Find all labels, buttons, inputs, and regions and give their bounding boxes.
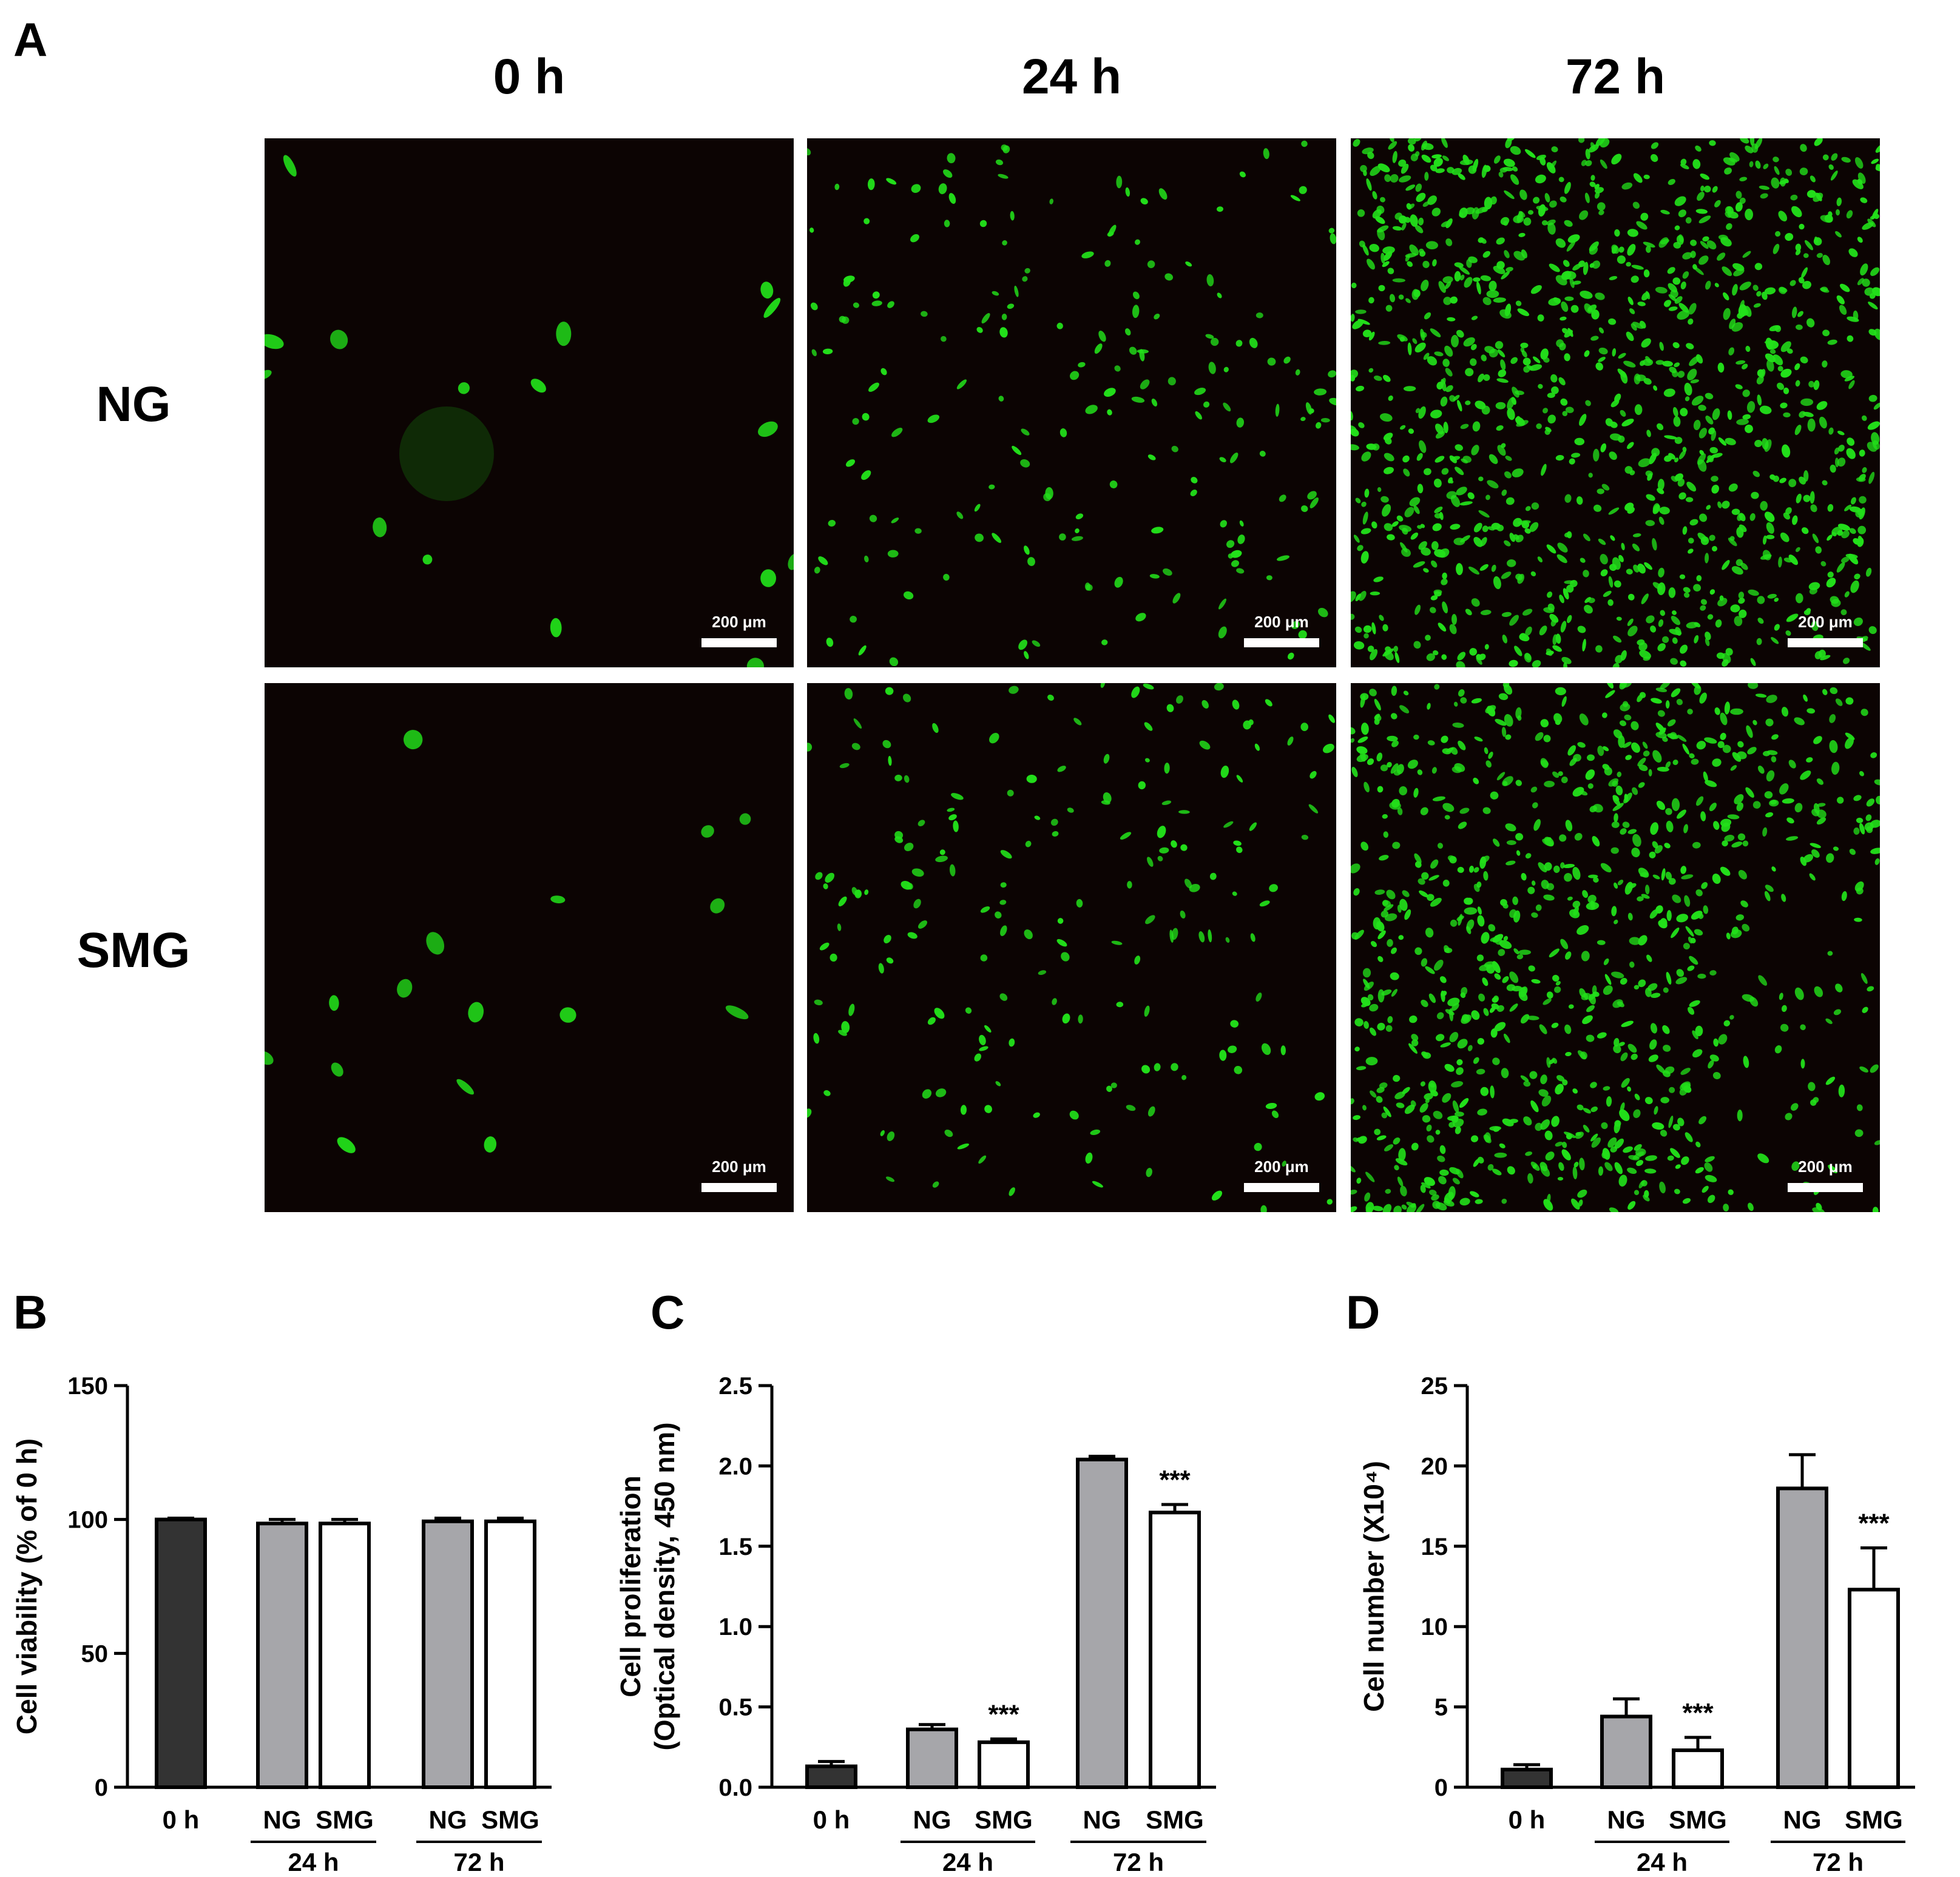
significance-label: *** [988,1700,1019,1730]
bar [422,1519,474,1789]
group-label: 24 h [942,1848,993,1876]
y-axis-label: (Optical density, 450 nm) [649,1422,680,1750]
y-tick-label: 15 [1421,1534,1448,1560]
bar [805,1764,857,1789]
micrograph-smg-0h: 200 μm [265,683,794,1212]
y-tick-label: 150 [67,1373,108,1400]
scale-bar-label: 200 μm [1254,1158,1309,1176]
y-tick-label: 2.5 [718,1373,752,1400]
bar-label: SMG [316,1805,374,1834]
y-tick-label: 0 [1435,1774,1448,1801]
column-header-0h: 0 h [493,49,566,104]
panel-label-a: A [13,13,48,66]
scale-bar-label: 200 μm [712,1158,766,1176]
micrograph-smg-72h: 200 μm [1351,683,1880,1212]
bar [1600,1714,1652,1789]
bar [155,1517,207,1789]
scale-bar-label: 200 μm [1798,613,1853,631]
bar [906,1727,958,1789]
bar [1149,1511,1201,1789]
y-tick-label: 2.0 [718,1453,752,1480]
chart-b: 0 50 100 150 Cell viability (% of 0 h) 0 h NG S… [11,1373,552,1876]
group-label: 24 h [1637,1848,1688,1876]
group-label: 24 h [288,1848,339,1876]
chart-c: 0.0 0.5 1.0 1.5 2.0 2.5 Cell proliferation (Opt… [615,1373,1216,1876]
bar [978,1740,1030,1790]
significance-label: *** [1858,1508,1890,1538]
group-label: 72 h [1113,1848,1164,1876]
significance-label: *** [1682,1698,1714,1728]
bar [1848,1588,1900,1790]
bar-label: SMG [481,1805,539,1834]
bar [1776,1486,1828,1789]
panel-label-d: D [1346,1286,1380,1339]
panel-label-c: C [651,1286,685,1339]
y-axis-label: Cell viability (% of 0 h) [11,1438,42,1734]
bar-label: NG [913,1805,951,1834]
chart-d: 0 5 10 15 20 25 Cell number (X10⁴) 0 h NG SMG *** N… [1358,1373,1915,1876]
y-tick-label: 1.5 [718,1534,752,1560]
bar [1076,1457,1128,1790]
bar-label: SMG [975,1805,1033,1834]
bar-label: 0 h [813,1805,850,1834]
group-label: 72 h [453,1848,504,1876]
scale-bar-label: 200 μm [1798,1158,1853,1176]
scale-bar-label: 200 μm [712,613,766,631]
bar-label: SMG [1669,1805,1727,1834]
bar [319,1521,371,1789]
bar-label: 0 h [1509,1805,1546,1834]
column-header-24h: 24 h [1021,49,1122,104]
scale-bar [1244,638,1319,647]
bar-label: NG [1607,1805,1646,1834]
bar [256,1521,308,1789]
significance-label: *** [1159,1465,1191,1495]
y-tick-label: 50 [81,1640,109,1667]
bar [1501,1767,1553,1790]
scale-bar [1788,638,1863,647]
y-axis-label: Cell number (X10⁴) [1358,1461,1390,1712]
scale-bar [1244,1183,1319,1192]
y-tick-label: 5 [1435,1694,1448,1721]
bar-label: 0 h [163,1805,200,1834]
micrograph-ng-24h: 200 μm [807,138,1336,667]
bar-label: NG [1783,1805,1822,1834]
y-axis-label: Cell proliferation [615,1475,646,1697]
y-tick-label: 20 [1421,1453,1448,1480]
y-tick-label: 10 [1421,1614,1448,1640]
scale-bar [701,1183,777,1192]
scale-bar [1788,1183,1863,1192]
y-tick-label: 0 [95,1774,108,1801]
bar-label: NG [263,1805,302,1834]
group-label: 72 h [1813,1848,1864,1876]
micrograph-ng-0h: 200 μm [265,138,794,667]
y-tick-label: 100 [67,1507,108,1534]
column-header-72h: 72 h [1565,49,1666,104]
bar-label: NG [1083,1805,1121,1834]
row-header-ng: NG [96,377,171,432]
y-tick-label: 0.5 [718,1694,752,1721]
y-tick-label: 1.0 [718,1614,752,1640]
micrograph-ng-72h: 200 μm [1351,138,1880,667]
scale-bar-label: 200 μm [1254,613,1309,631]
micrograph-smg-24h: 200 μm [807,683,1336,1212]
y-tick-label: 25 [1421,1373,1448,1400]
bar-label: SMG [1845,1805,1903,1834]
bar [1672,1748,1724,1790]
scale-bar [701,638,777,647]
panel-label-b: B [13,1286,48,1339]
bar-label: NG [429,1805,467,1834]
bar [484,1519,536,1789]
row-header-smg: SMG [76,923,191,978]
y-tick-label: 0.0 [718,1774,752,1801]
bar-label: SMG [1146,1805,1204,1834]
